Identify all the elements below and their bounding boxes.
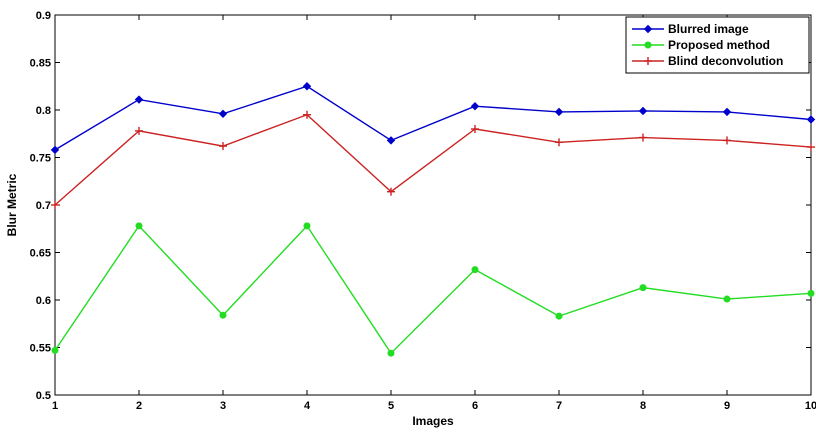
series-line xyxy=(54,224,812,355)
data-point xyxy=(135,126,143,135)
x-tick-label: 1 xyxy=(52,400,58,412)
x-tick-label: 10 xyxy=(805,400,816,412)
data-point xyxy=(555,138,563,147)
series-0 xyxy=(50,82,816,155)
y-tick-label: 0.55 xyxy=(30,343,51,355)
data-point xyxy=(50,145,60,155)
x-tick-label: 9 xyxy=(724,400,730,412)
series-lines xyxy=(50,82,816,357)
legend: Blurred image Proposed method Blind deconv… xyxy=(625,16,810,74)
data-point xyxy=(387,349,395,357)
data-point xyxy=(51,346,59,354)
data-point xyxy=(303,222,311,230)
y-tick-label: 0.65 xyxy=(30,248,51,260)
legend-label: Blurred image xyxy=(668,22,749,36)
legend-label: Proposed method xyxy=(668,38,770,52)
axis-ticks: 1 2 3 4 5 6 7 8 9 10 0.5 0.55 0.6 0.65 0.7 0.75 0.8 0.85 0… xyxy=(30,10,816,412)
data-point xyxy=(218,109,228,119)
data-point xyxy=(807,289,815,297)
legend-label: Blind deconvolution xyxy=(668,54,783,68)
data-point xyxy=(219,311,227,319)
data-point xyxy=(807,143,815,152)
data-point xyxy=(470,101,480,111)
y-tick-label: 0.6 xyxy=(36,295,51,307)
series-line xyxy=(54,113,812,206)
data-point xyxy=(387,187,395,196)
data-point xyxy=(134,95,144,104)
y-axis-label: Blur Metric xyxy=(5,173,19,236)
data-point xyxy=(723,136,731,145)
data-point xyxy=(386,136,396,145)
x-tick-label: 3 xyxy=(220,400,226,412)
data-point xyxy=(555,312,563,320)
legend-item: Proposed method xyxy=(632,38,770,52)
data-point xyxy=(51,201,59,209)
x-tick-label: 4 xyxy=(304,400,311,412)
x-tick-label: 2 xyxy=(136,400,142,412)
data-point xyxy=(471,125,479,133)
series-line xyxy=(54,85,812,151)
x-tick-label: 7 xyxy=(556,400,562,412)
legend-marker xyxy=(643,24,653,34)
data-point xyxy=(471,266,479,274)
data-point xyxy=(639,133,647,142)
series-1 xyxy=(51,222,815,357)
data-point xyxy=(302,82,312,91)
data-point xyxy=(723,295,731,303)
y-tick-label: 0.75 xyxy=(30,153,51,165)
data-point xyxy=(639,284,647,292)
y-tick-label: 0.85 xyxy=(30,58,51,70)
data-point xyxy=(303,110,311,119)
x-tick-label: 5 xyxy=(388,400,394,412)
data-point xyxy=(219,142,227,151)
legend-item: Blind deconvolution xyxy=(632,54,783,68)
legend-item: Blurred image xyxy=(632,22,749,36)
series-2 xyxy=(51,110,815,209)
data-point xyxy=(554,107,564,117)
data-point xyxy=(806,115,816,124)
x-tick-label: 6 xyxy=(472,400,478,412)
x-tick-label: 8 xyxy=(640,400,646,412)
x-axis-label: Images xyxy=(412,414,454,428)
legend-marker xyxy=(644,41,652,49)
legend-marker xyxy=(644,57,652,65)
data-point xyxy=(638,106,648,116)
data-point xyxy=(135,222,143,230)
y-tick-label: 0.9 xyxy=(36,10,51,22)
plot-area xyxy=(54,14,812,396)
data-point xyxy=(722,107,732,117)
y-tick-label: 0.5 xyxy=(36,390,51,402)
y-tick-label: 0.8 xyxy=(36,105,51,117)
y-tick-label: 0.7 xyxy=(36,200,51,212)
